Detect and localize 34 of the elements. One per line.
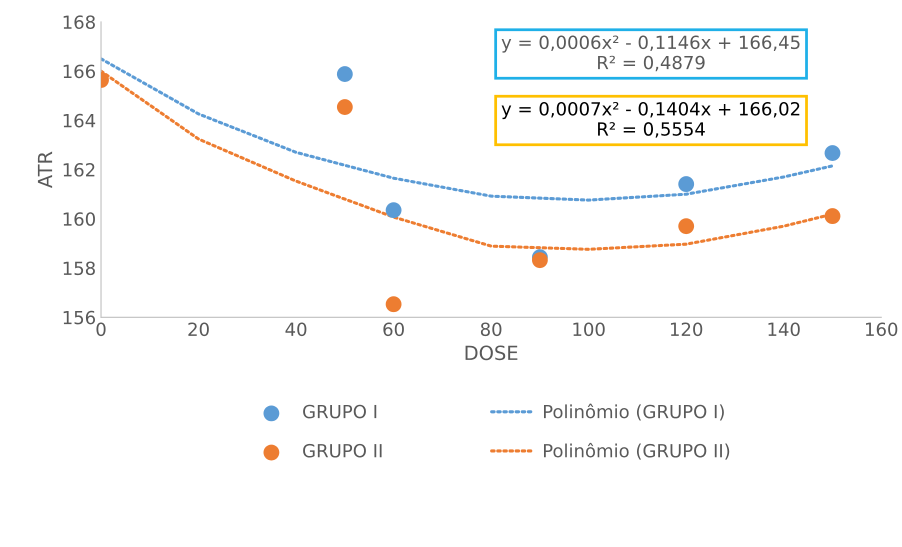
- x-tick-label: 60: [383, 322, 404, 336]
- line-series: [101, 57, 834, 202]
- legend-label: Polinômio (GRUPO I): [544, 404, 724, 420]
- x-tick-label: 120: [670, 322, 702, 336]
- y-axis-title: ATR: [38, 152, 52, 188]
- point: [336, 99, 353, 115]
- y-tick-label: 168: [64, 15, 95, 29]
- x-tick-label: 100: [573, 322, 605, 336]
- annotation: y = 0,0006x² - 0,1146x + 166,45 R² = 0,4879: [502, 35, 800, 72]
- x-tick-label: 0: [96, 322, 106, 336]
- point: [336, 66, 353, 82]
- y-tick-label: 158: [64, 261, 95, 276]
- legend-label: GRUPO I: [303, 404, 376, 418]
- point: [386, 296, 402, 312]
- y-tick-label: 166: [64, 64, 96, 78]
- point: [824, 145, 840, 161]
- y-tick-label: 156: [64, 310, 96, 324]
- point: [824, 208, 840, 224]
- legend-label: Polinômio (GRUPO II): [544, 442, 730, 460]
- point: [678, 176, 694, 192]
- annotation: y = 0,0007x² - 0,1404x + 166,02 R² = 0,5554: [502, 102, 800, 138]
- x-tick-label: 80: [480, 322, 502, 336]
- point: [678, 218, 694, 234]
- x-axis-title: DOSE: [466, 345, 518, 360]
- y-tick-label: 160: [64, 212, 95, 226]
- y-tick-label: 164: [64, 114, 96, 128]
- y-tick-label: 162: [64, 163, 94, 177]
- x-tick-label: 160: [866, 322, 898, 336]
- x-tick-label: 20: [188, 322, 209, 336]
- point: [386, 202, 402, 218]
- legend-label: GRUPO II: [303, 444, 382, 458]
- x-tick-label: 40: [285, 322, 306, 336]
- point: [532, 252, 548, 268]
- x-tick-label: 140: [768, 322, 800, 336]
